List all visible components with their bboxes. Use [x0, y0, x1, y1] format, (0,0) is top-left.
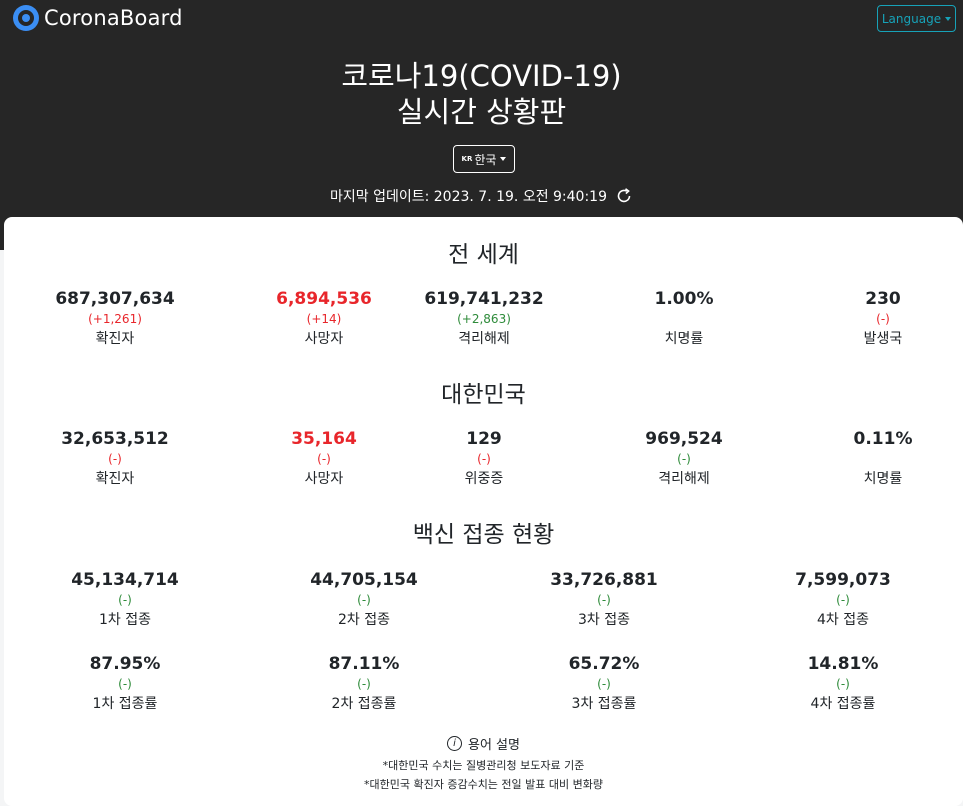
caret-down-icon [500, 157, 507, 161]
stat-label: 위중증 [464, 471, 504, 487]
stat-value: 969,524 [645, 429, 723, 449]
country-code: KR [461, 155, 473, 163]
stat-value: 0.11% [853, 429, 913, 449]
korea-section-title: 대한민국 [441, 382, 526, 408]
vaccine-section-title: 백신 접종 현황 [412, 522, 555, 548]
stat-delta: (-) [876, 312, 890, 326]
stat-value: 230 [865, 289, 901, 309]
stat-delta: (-) [597, 593, 611, 607]
stat-delta [763, 450, 963, 468]
stat-label: 격리해제 [658, 471, 710, 487]
stat-value: 33,726,881 [550, 570, 658, 590]
korea-stat-critical: 129 (-) 위중증 [364, 428, 604, 490]
world-stat-confirmed: 687,307,634 (+1,261) 확진자 [0, 288, 235, 350]
stat-value: 45,134,714 [71, 570, 179, 590]
stat-label: 발생국 [863, 331, 903, 347]
stat-delta: (-) [597, 677, 611, 691]
stat-label: 4차 접종 [817, 612, 869, 628]
stat-value: 14.81% [807, 654, 879, 674]
korea-stat-confirmed: 32,653,512 (-) 확진자 [0, 428, 235, 490]
stat-value: 87.95% [89, 654, 161, 674]
stat-label: 2차 접종률 [331, 696, 397, 712]
stat-value: 687,307,634 [55, 289, 175, 309]
stat-label: 확진자 [95, 471, 135, 487]
stat-value: 35,164 [291, 429, 357, 449]
page-title-line2: 실시간 상황판 [396, 95, 567, 129]
glossary: i 용어 설명 *대한민국 수치는 질병관리청 보도자료 기준 *대한민국 확진… [4, 734, 963, 794]
logo-text: CoronaBoard [44, 6, 183, 30]
korea-stat-recovered: 969,524 (-) 격리해제 [564, 428, 804, 490]
stat-label: 사망자 [304, 471, 344, 487]
stat-delta: (-) [677, 452, 691, 466]
korea-stat-fatality-rate: 0.11% 치명률 [763, 428, 963, 490]
stat-value: 6,894,536 [276, 289, 372, 309]
top-header: CoronaBoard Language 코로나19(COVID-19) 실시간… [0, 0, 963, 250]
stat-delta: (-) [357, 677, 371, 691]
language-label: Language [881, 11, 942, 26]
stat-value: 87.11% [328, 654, 400, 674]
stat-value: 32,653,512 [61, 429, 169, 449]
stat-label: 2차 접종 [338, 612, 390, 628]
stat-delta: (+2,863) [457, 312, 511, 326]
world-stat-deaths: 6,894,536 (+14) 사망자 [204, 288, 444, 350]
stat-delta: (-) [317, 452, 331, 466]
stat-label: 4차 접종률 [810, 696, 876, 712]
stat-label: 확진자 [95, 331, 135, 347]
main-card: 전 세계 687,307,634 (+1,261) 확진자 6,894,536 … [4, 217, 963, 806]
vaccine-dose3-rate: 65.72% (-) 3차 접종률 [484, 653, 724, 715]
stat-delta: (-) [836, 593, 850, 607]
stat-label: 치명률 [664, 331, 704, 347]
stat-delta: (-) [118, 593, 132, 607]
caret-down-icon [945, 16, 952, 21]
stat-delta: (-) [836, 677, 850, 691]
stat-delta: (-) [357, 593, 371, 607]
stat-label: 격리해제 [458, 331, 510, 347]
stat-delta: (-) [118, 677, 132, 691]
stat-value: 65.72% [568, 654, 640, 674]
vaccine-dose1-count: 45,134,714 (-) 1차 접종 [5, 569, 245, 631]
world-stat-recovered: 619,741,232 (+2,863) 격리해제 [364, 288, 604, 350]
last-updated-text: 마지막 업데이트: 2023. 7. 19. 오전 9:40:19 [329, 189, 607, 205]
stat-delta: (+14) [306, 312, 342, 326]
glossary-toggle[interactable]: i 용어 설명 [4, 734, 963, 753]
glossary-note: *대한민국 확진자 증감수치는 전일 발표 대비 변화량 [364, 778, 603, 791]
korea-stat-deaths: 35,164 (-) 사망자 [204, 428, 444, 490]
stat-label: 3차 접종률 [571, 696, 637, 712]
vaccine-dose2-rate: 87.11% (-) 2차 접종률 [244, 653, 484, 715]
refresh-icon[interactable] [615, 187, 633, 205]
last-updated: 마지막 업데이트: 2023. 7. 19. 오전 9:40:19 [0, 186, 963, 206]
stat-delta: (-) [477, 452, 491, 466]
world-stat-countries: 230 (-) 발생국 [763, 288, 963, 350]
stat-value: 7,599,073 [795, 570, 891, 590]
vaccine-dose4-count: 7,599,073 (-) 4차 접종 [723, 569, 963, 631]
stat-delta: (-) [108, 452, 122, 466]
stat-value: 619,741,232 [424, 289, 544, 309]
glossary-title: 용어 설명 [468, 738, 520, 753]
stat-label: 1차 접종률 [92, 696, 158, 712]
world-section-title: 전 세계 [448, 242, 519, 268]
info-icon: i [447, 736, 462, 751]
stat-label: 3차 접종 [578, 612, 630, 628]
vaccine-dose4-rate: 14.81% (-) 4차 접종률 [723, 653, 963, 715]
stat-label: 사망자 [304, 331, 344, 347]
logo-icon [13, 5, 39, 31]
vaccine-dose3-count: 33,726,881 (-) 3차 접종 [484, 569, 724, 631]
language-dropdown-button[interactable]: Language [877, 5, 956, 32]
stat-label: 1차 접종 [99, 612, 151, 628]
stat-value: 129 [466, 429, 502, 449]
vaccine-dose1-rate: 87.95% (-) 1차 접종률 [5, 653, 245, 715]
page-title: 코로나19(COVID-19) 실시간 상황판 [0, 58, 963, 130]
stat-delta: (+1,261) [88, 312, 142, 326]
stat-value: 44,705,154 [310, 570, 418, 590]
world-stat-fatality-rate: 1.00% 치명률 [564, 288, 804, 350]
stat-value: 1.00% [654, 289, 714, 309]
page-title-line1: 코로나19(COVID-19) [341, 59, 622, 93]
coronaboard-logo[interactable]: CoronaBoard [13, 4, 183, 32]
stat-label: 치명률 [863, 471, 903, 487]
vaccine-dose2-count: 44,705,154 (-) 2차 접종 [244, 569, 484, 631]
glossary-note: *대한민국 수치는 질병관리청 보도자료 기준 [382, 759, 585, 772]
country-label: 한국 [474, 152, 497, 167]
country-dropdown-button[interactable]: KR 한국 [453, 145, 515, 173]
